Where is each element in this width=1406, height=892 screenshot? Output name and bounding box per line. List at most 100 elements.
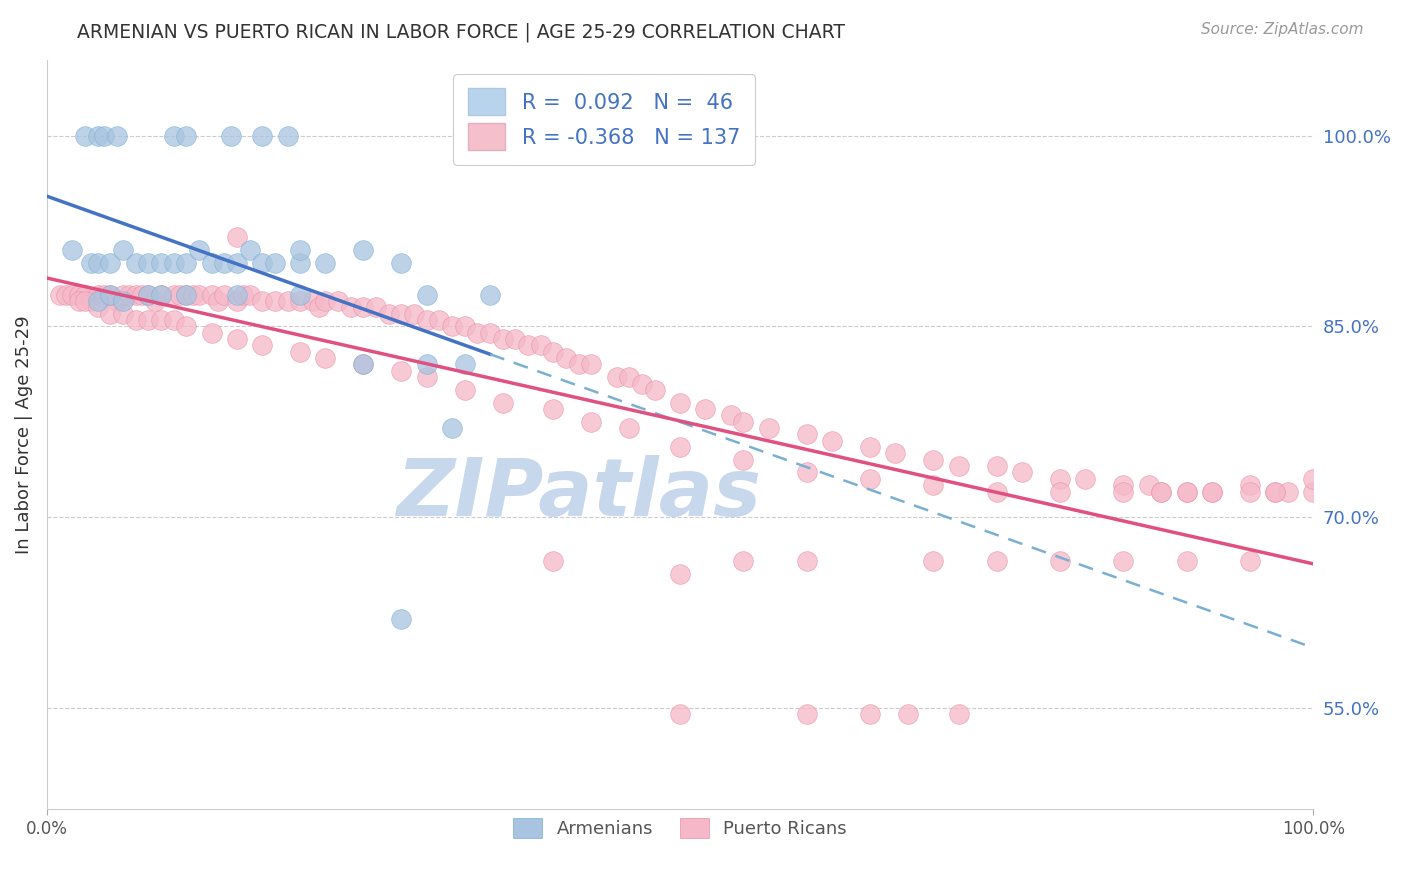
Point bbox=[263, 293, 285, 308]
Point bbox=[733, 554, 755, 568]
Point bbox=[619, 421, 641, 435]
Legend: Armenians, Puerto Ricans: Armenians, Puerto Ricans bbox=[506, 811, 855, 845]
Point bbox=[225, 230, 247, 244]
Point bbox=[986, 484, 1008, 499]
Point bbox=[454, 358, 477, 372]
Point bbox=[111, 243, 134, 257]
Point bbox=[859, 472, 882, 486]
Point bbox=[73, 293, 96, 308]
Point bbox=[479, 287, 502, 301]
Point bbox=[86, 287, 108, 301]
Point bbox=[200, 287, 222, 301]
Point bbox=[530, 338, 553, 352]
Point bbox=[162, 313, 184, 327]
Point bbox=[454, 383, 477, 397]
Point bbox=[315, 351, 337, 366]
Point bbox=[391, 364, 413, 378]
Point bbox=[105, 293, 128, 308]
Point bbox=[301, 293, 323, 308]
Point bbox=[67, 287, 90, 301]
Point bbox=[1150, 484, 1173, 499]
Point bbox=[124, 287, 146, 301]
Point bbox=[1150, 484, 1173, 499]
Point bbox=[67, 293, 90, 308]
Point bbox=[454, 319, 477, 334]
Point bbox=[225, 256, 247, 270]
Point bbox=[1201, 484, 1223, 499]
Point bbox=[1239, 478, 1261, 492]
Point bbox=[263, 256, 285, 270]
Point bbox=[1302, 472, 1324, 486]
Point bbox=[131, 287, 153, 301]
Point bbox=[276, 293, 298, 308]
Point bbox=[479, 326, 502, 340]
Point bbox=[555, 351, 578, 366]
Point bbox=[86, 301, 108, 315]
Point bbox=[986, 459, 1008, 474]
Point bbox=[225, 332, 247, 346]
Point bbox=[174, 287, 197, 301]
Point bbox=[492, 395, 515, 409]
Text: ZIPatlas: ZIPatlas bbox=[396, 455, 761, 533]
Point bbox=[143, 293, 166, 308]
Point bbox=[1049, 472, 1071, 486]
Point bbox=[1074, 472, 1097, 486]
Point bbox=[1175, 484, 1198, 499]
Point bbox=[1264, 484, 1286, 499]
Point bbox=[105, 128, 128, 143]
Point bbox=[543, 344, 565, 359]
Point bbox=[543, 554, 565, 568]
Point bbox=[695, 401, 717, 416]
Point bbox=[60, 243, 83, 257]
Point bbox=[1137, 478, 1160, 492]
Point bbox=[733, 452, 755, 467]
Point bbox=[669, 395, 692, 409]
Point bbox=[758, 421, 780, 435]
Point bbox=[174, 319, 197, 334]
Point bbox=[207, 293, 229, 308]
Point bbox=[441, 421, 464, 435]
Point bbox=[149, 313, 172, 327]
Point bbox=[288, 243, 311, 257]
Point bbox=[1175, 554, 1198, 568]
Point bbox=[669, 440, 692, 454]
Point bbox=[416, 287, 439, 301]
Point bbox=[1112, 554, 1135, 568]
Point bbox=[288, 256, 311, 270]
Point bbox=[1112, 478, 1135, 492]
Point bbox=[796, 554, 818, 568]
Point bbox=[60, 287, 83, 301]
Point bbox=[619, 370, 641, 384]
Point bbox=[581, 358, 603, 372]
Point bbox=[212, 256, 235, 270]
Point bbox=[162, 287, 184, 301]
Point bbox=[149, 256, 172, 270]
Point bbox=[162, 256, 184, 270]
Point bbox=[187, 287, 209, 301]
Point bbox=[98, 256, 121, 270]
Point bbox=[669, 567, 692, 582]
Point bbox=[250, 128, 273, 143]
Point bbox=[169, 287, 191, 301]
Point bbox=[859, 440, 882, 454]
Point bbox=[315, 256, 337, 270]
Point bbox=[238, 287, 260, 301]
Point bbox=[93, 287, 115, 301]
Point bbox=[796, 427, 818, 442]
Point bbox=[606, 370, 628, 384]
Point bbox=[111, 293, 134, 308]
Point bbox=[948, 706, 970, 721]
Point bbox=[543, 401, 565, 416]
Point bbox=[897, 706, 920, 721]
Point bbox=[136, 287, 159, 301]
Point bbox=[505, 332, 527, 346]
Point bbox=[111, 287, 134, 301]
Point bbox=[631, 376, 654, 391]
Point bbox=[86, 128, 108, 143]
Point bbox=[80, 256, 103, 270]
Point bbox=[429, 313, 451, 327]
Point bbox=[884, 446, 907, 460]
Point bbox=[1112, 484, 1135, 499]
Point bbox=[328, 293, 350, 308]
Point bbox=[250, 256, 273, 270]
